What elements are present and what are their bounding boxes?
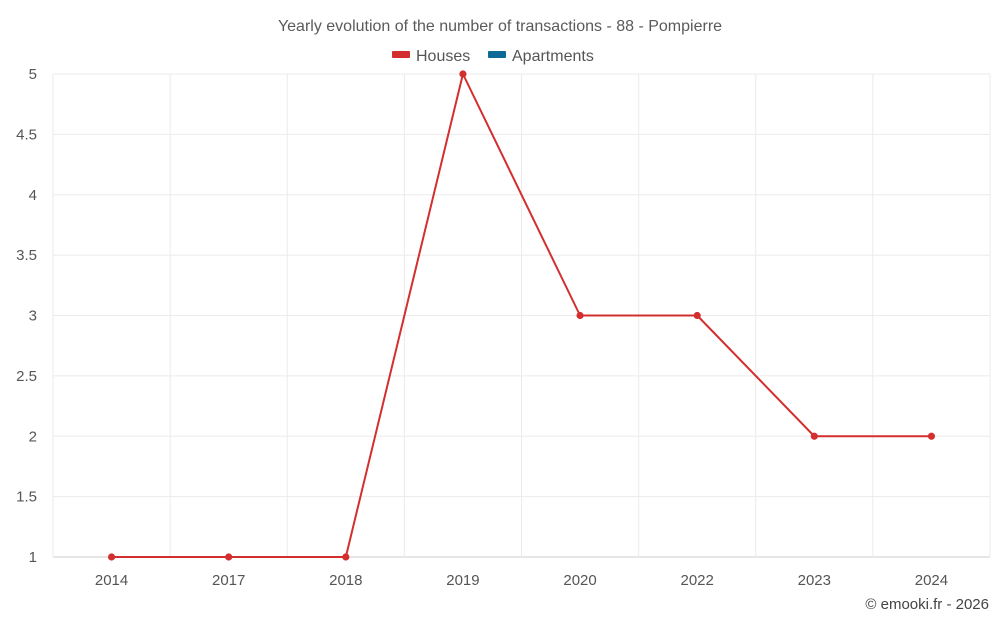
grid	[52, 73, 991, 558]
y-tick-label: 3	[29, 308, 37, 325]
chart-title: Yearly evolution of the number of transa…	[278, 18, 722, 35]
series-line-houses	[111, 73, 932, 558]
legend-swatch-houses	[392, 51, 410, 58]
data-point-houses[interactable]	[225, 553, 233, 561]
x-tick-label: 2018	[329, 572, 362, 589]
data-point-houses[interactable]	[927, 432, 936, 440]
y-tick-label: 4.5	[16, 126, 37, 143]
data-point-houses[interactable]	[576, 311, 584, 320]
data-point-houses[interactable]	[459, 70, 467, 78]
legend-label-apartments: Apartments	[512, 48, 594, 65]
y-tick-label: 1.5	[16, 489, 37, 506]
y-tick-label: 3.5	[16, 247, 37, 264]
y-tick-label: 2	[29, 428, 37, 445]
data-point-houses[interactable]	[810, 432, 818, 440]
credit-text: © emooki.fr - 2026	[865, 596, 989, 613]
y-axis-ticks: 1 1.5 2 2.5 3 3.5 4 4.5 5	[16, 66, 37, 566]
legend-label-houses: Houses	[416, 48, 470, 65]
data-point-houses[interactable]	[693, 311, 701, 320]
x-tick-label: 2024	[915, 572, 948, 589]
y-tick-label: 4	[29, 187, 37, 204]
x-tick-label: 2019	[446, 572, 479, 589]
data-point-houses[interactable]	[342, 553, 350, 561]
y-tick-label: 5	[29, 66, 37, 83]
x-tick-label: 2023	[798, 572, 831, 589]
plot-area	[107, 70, 936, 561]
data-point-houses[interactable]	[107, 553, 116, 561]
y-tick-label: 2.5	[16, 368, 37, 385]
x-tick-label: 2017	[212, 572, 245, 589]
y-tick-label: 1	[29, 549, 37, 566]
x-tick-label: 2020	[563, 572, 596, 589]
legend-item-apartments[interactable]: Apartments	[488, 48, 594, 65]
x-axis-ticks: 2014 2017 2018 2019 2020 2022 2023 2024	[95, 572, 948, 589]
x-tick-label: 2022	[681, 572, 714, 589]
legend-swatch-apartments	[488, 51, 506, 58]
legend: Houses Apartments	[392, 48, 594, 65]
x-tick-label: 2014	[95, 572, 128, 589]
legend-item-houses[interactable]: Houses	[392, 48, 470, 65]
